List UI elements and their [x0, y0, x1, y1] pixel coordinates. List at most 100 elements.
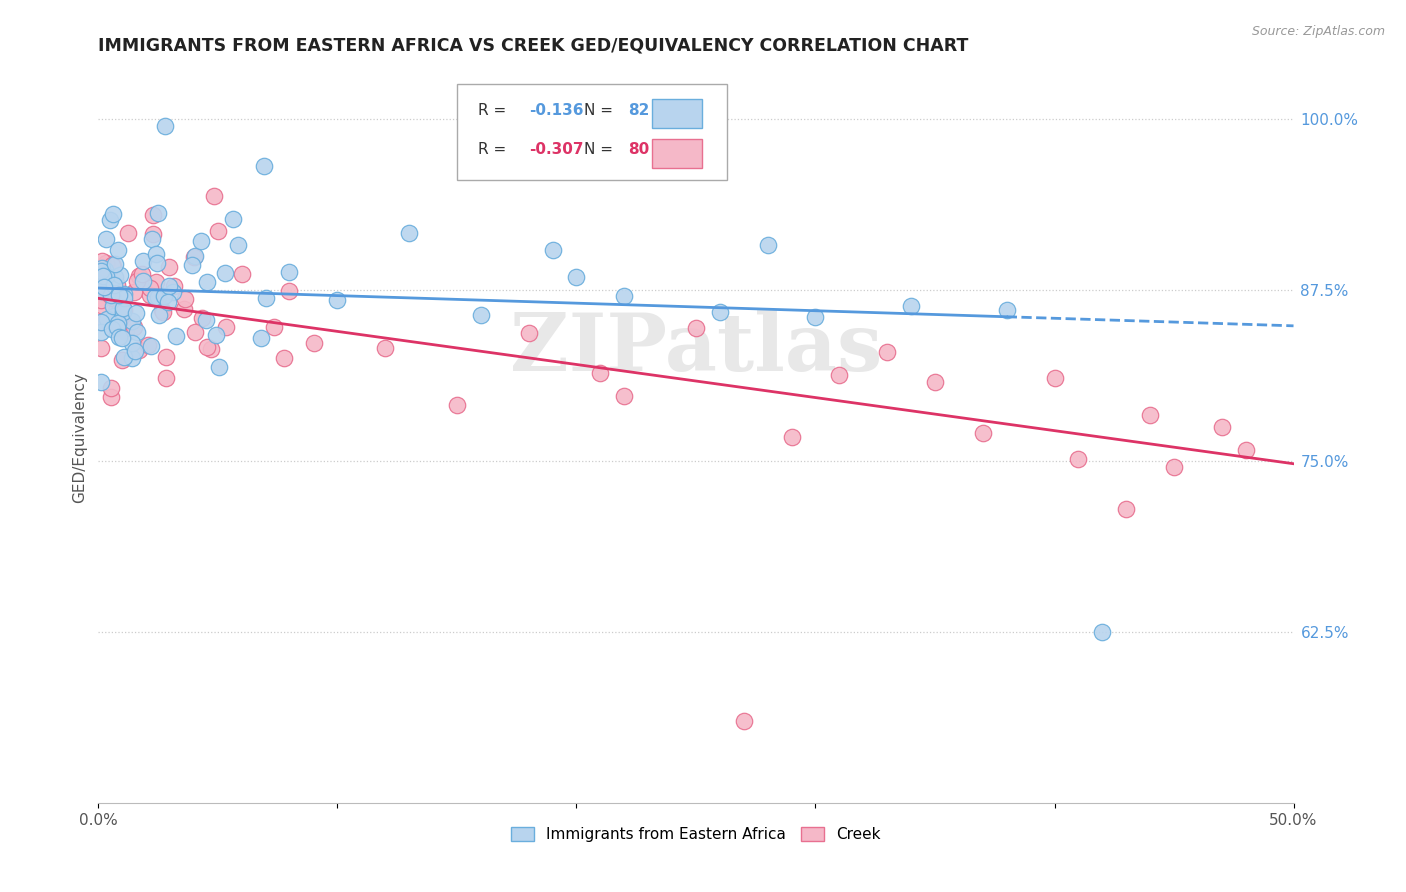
- Point: [200, 342, 222, 356]
- Point: [374, 342, 396, 356]
- Point: [208, 360, 231, 375]
- Point: [94, 263, 117, 277]
- Point: [1043, 371, 1066, 385]
- Point: [153, 119, 176, 133]
- Point: [90, 293, 112, 308]
- Point: [107, 243, 129, 257]
- Point: [100, 390, 122, 404]
- Point: [190, 234, 212, 248]
- Text: -0.307: -0.307: [529, 142, 583, 157]
- Point: [756, 237, 779, 252]
- Point: [231, 267, 253, 281]
- Point: [96, 311, 118, 326]
- FancyBboxPatch shape: [652, 138, 702, 168]
- Point: [111, 331, 134, 345]
- Point: [194, 312, 217, 326]
- Point: [93, 280, 115, 294]
- Point: [446, 398, 468, 412]
- Point: [128, 343, 150, 357]
- Point: [157, 278, 180, 293]
- Point: [111, 353, 134, 368]
- Point: [96, 232, 118, 246]
- Point: [326, 293, 349, 307]
- Point: [101, 321, 124, 335]
- Point: [121, 351, 143, 365]
- Point: [148, 206, 170, 220]
- Point: [214, 266, 236, 280]
- Point: [263, 320, 285, 334]
- Point: [517, 326, 540, 340]
- Point: [108, 304, 131, 318]
- Point: [124, 319, 146, 334]
- FancyBboxPatch shape: [652, 99, 702, 128]
- Point: [136, 338, 159, 352]
- Point: [155, 350, 177, 364]
- Point: [90, 263, 112, 277]
- Point: [1091, 624, 1114, 639]
- Point: [105, 320, 128, 334]
- Point: [103, 278, 125, 293]
- Point: [197, 340, 219, 354]
- Text: 80: 80: [628, 142, 650, 157]
- Point: [302, 336, 325, 351]
- Text: R =: R =: [478, 142, 512, 157]
- Point: [112, 286, 135, 301]
- Point: [132, 274, 155, 288]
- Point: [205, 328, 228, 343]
- Point: [195, 275, 218, 289]
- Point: [108, 310, 131, 324]
- Point: [103, 291, 125, 305]
- Point: [107, 313, 129, 327]
- Point: [165, 329, 187, 343]
- Text: N =: N =: [583, 103, 617, 118]
- Point: [128, 268, 150, 283]
- Point: [214, 320, 236, 334]
- Point: [146, 290, 169, 304]
- Point: [1115, 502, 1137, 516]
- Point: [733, 714, 755, 728]
- Point: [90, 325, 112, 339]
- Point: [180, 258, 202, 272]
- Point: [1139, 408, 1161, 422]
- Point: [924, 376, 946, 390]
- Point: [103, 315, 125, 329]
- Point: [141, 232, 163, 246]
- Point: [100, 258, 122, 272]
- Point: [122, 285, 145, 299]
- Point: [613, 289, 636, 303]
- Point: [1163, 460, 1185, 475]
- Point: [150, 302, 173, 317]
- Point: [207, 223, 229, 237]
- Point: [111, 305, 134, 319]
- Point: [145, 275, 167, 289]
- Point: [90, 272, 112, 286]
- Point: [156, 295, 179, 310]
- Point: [101, 298, 124, 312]
- Point: [1211, 420, 1233, 434]
- Point: [131, 253, 153, 268]
- Point: [780, 430, 803, 444]
- Point: [91, 269, 114, 284]
- Point: [541, 243, 564, 257]
- Point: [152, 304, 174, 318]
- Point: [183, 250, 205, 264]
- Text: ZIPatlas: ZIPatlas: [510, 310, 882, 388]
- Point: [103, 300, 125, 314]
- Point: [139, 287, 162, 301]
- Point: [100, 274, 122, 288]
- Point: [226, 238, 249, 252]
- Point: [108, 330, 131, 344]
- Point: [254, 291, 277, 305]
- Point: [155, 370, 177, 384]
- Point: [131, 268, 153, 282]
- Point: [184, 325, 207, 339]
- Point: [828, 368, 851, 382]
- Point: [1234, 442, 1257, 457]
- Point: [98, 212, 121, 227]
- Point: [142, 208, 165, 222]
- Point: [94, 268, 117, 283]
- Point: [163, 278, 186, 293]
- Point: [153, 289, 176, 303]
- Text: -0.136: -0.136: [529, 103, 583, 118]
- Point: [111, 301, 134, 315]
